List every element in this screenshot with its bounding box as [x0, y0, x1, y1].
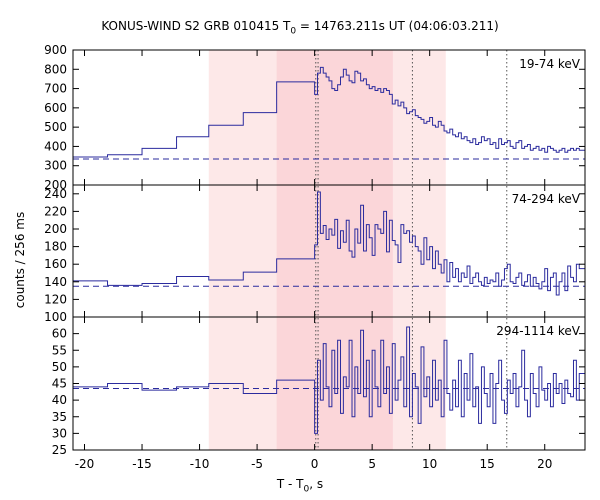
x-axis-label: T - T0, s: [0, 477, 600, 494]
x-tick-label: 10: [422, 457, 437, 471]
y-tick-label: 120: [44, 292, 67, 306]
energy-band-label: 19-74 keV: [519, 57, 581, 71]
xlabel-subscript: 0: [303, 484, 310, 495]
x-tick-label: -10: [190, 457, 210, 471]
x-tick-label: 15: [480, 457, 495, 471]
y-tick-label: 700: [44, 82, 67, 96]
y-tick-label: 60: [52, 327, 67, 341]
y-tick-label: 200: [44, 178, 67, 192]
x-tick-label: 0: [311, 457, 319, 471]
y-tick-label: 50: [52, 360, 67, 374]
energy-band-label: 74-294 keV: [512, 192, 581, 206]
panel-labels: 19-74 keV 74-294 keV 294-1114 keV: [496, 57, 580, 338]
xlabel-main: T - T: [276, 477, 304, 491]
y-tick-label: 180: [44, 240, 67, 254]
light-curve-panel-2: [73, 191, 585, 296]
x-tick-label: 20: [537, 457, 552, 471]
chart-title: KONUS-WIND S2 GRB 010415 T0 = 14763.211s…: [0, 19, 600, 36]
y-tick-label: 300: [44, 159, 67, 173]
y-tick-label: 160: [44, 257, 67, 271]
y-tick-label: 45: [52, 377, 67, 391]
y-tick-label: 100: [44, 310, 67, 324]
shaded-regions: [208, 50, 446, 450]
y-tick-label: 500: [44, 120, 67, 134]
y-tick-label: 55: [52, 343, 67, 357]
y-tick-label: 35: [52, 410, 67, 424]
axes: 2003004005006007008009001001201401601802…: [44, 43, 586, 471]
y-tick-label: 800: [44, 62, 67, 76]
x-tick-label: -15: [132, 457, 152, 471]
light-curve-panel-3: [73, 326, 585, 434]
xlabel-rest: , s: [309, 477, 324, 491]
light-curves: [73, 66, 585, 434]
y-tick-label: 240: [44, 187, 67, 201]
y-tick-label: 600: [44, 101, 67, 115]
x-tick-label: -5: [251, 457, 263, 471]
y-tick-label: 900: [44, 43, 67, 57]
x-tick-label: -20: [75, 457, 95, 471]
y-tick-label: 200: [44, 222, 67, 236]
y-tick-label: 30: [52, 426, 67, 440]
y-axis-label: counts / 256 ms: [13, 211, 27, 309]
y-tick-label: 400: [44, 139, 67, 153]
y-tick-label: 40: [52, 393, 67, 407]
title-subscript: 0: [290, 26, 297, 37]
title-rest: = 14763.211s UT (04:06:03.211): [296, 19, 499, 33]
light-curve-panel-1: [73, 66, 585, 158]
energy-band-label: 294-1114 keV: [496, 324, 580, 338]
x-tick-label: 5: [368, 457, 376, 471]
y-tick-label: 140: [44, 275, 67, 289]
y-tick-label: 25: [52, 443, 67, 457]
title-main: KONUS-WIND S2 GRB 010415 T: [101, 19, 291, 33]
y-tick-label: 220: [44, 204, 67, 218]
